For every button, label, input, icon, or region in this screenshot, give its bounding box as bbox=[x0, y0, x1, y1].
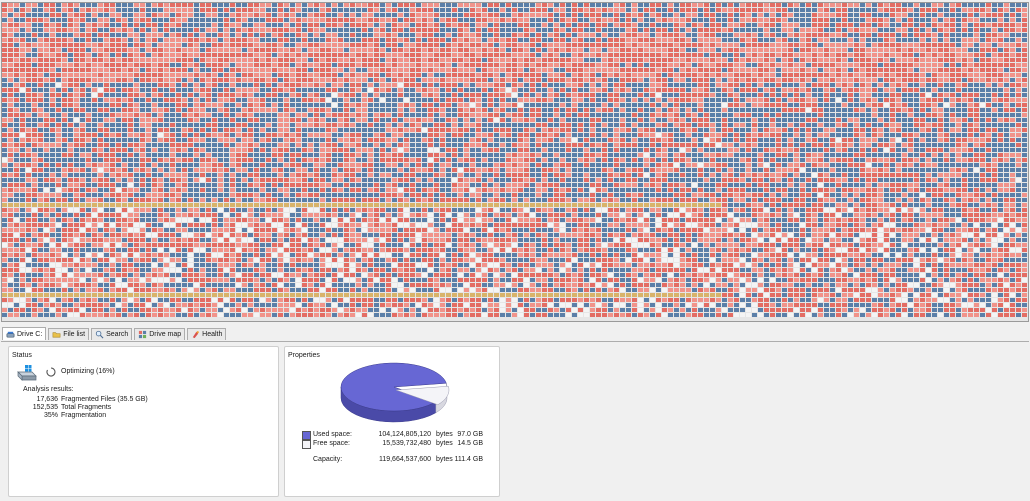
free-space-swatch bbox=[302, 440, 311, 449]
tab-drive-c[interactable]: Drive C: bbox=[2, 327, 47, 340]
free-space-pie-slice bbox=[395, 385, 450, 405]
tab-search[interactable]: Search bbox=[91, 328, 133, 340]
disk-usage-pie-chart bbox=[340, 362, 450, 423]
used-space-unit: bytes bbox=[436, 431, 453, 438]
capacity-label: Capacity: bbox=[313, 456, 343, 463]
properties-title: Properties bbox=[288, 352, 320, 359]
fragmentation-label: Fragmentation bbox=[61, 412, 107, 419]
magnifier-icon bbox=[95, 330, 104, 339]
health-icon bbox=[192, 331, 199, 339]
total-fragments-count: 152,535 bbox=[32, 404, 58, 411]
tab-file-list[interactable]: File list bbox=[48, 328, 90, 340]
properties-group: Properties Used space: 104,124,805,120 b… bbox=[284, 346, 500, 497]
drive-cluster-map[interactable] bbox=[1, 2, 1029, 322]
total-fragments-label: Total Fragments bbox=[61, 404, 112, 411]
tab-label: Search bbox=[106, 331, 129, 338]
status-title: Status bbox=[12, 352, 32, 359]
folder-icon bbox=[52, 332, 61, 338]
status-group: Status Optimizing (16%) Analysis results… bbox=[8, 346, 279, 497]
free-space-gb: 14.5 GB bbox=[457, 440, 483, 447]
used-space-bytes: 104,124,805,120 bbox=[378, 431, 431, 438]
tab-health[interactable]: Health bbox=[187, 328, 227, 340]
used-space-pie-slice bbox=[340, 362, 447, 412]
analysis-results-label: Analysis results: bbox=[23, 386, 74, 393]
capacity-gb: 111.4 GB bbox=[454, 456, 483, 463]
tab-bar: Drive C: File list Search Drive map Heal… bbox=[2, 327, 227, 341]
drive-icon bbox=[6, 331, 15, 338]
drive-map-icon bbox=[139, 330, 147, 339]
used-space-swatch bbox=[302, 431, 311, 440]
tab-label: Drive C: bbox=[17, 330, 43, 338]
capacity-bytes: 119,664,537,600 bbox=[378, 456, 431, 463]
cluster-map-canvas[interactable] bbox=[2, 3, 1028, 321]
free-space-bytes: 15,539,732,480 bbox=[382, 440, 431, 447]
hard-drive-icon bbox=[17, 365, 37, 381]
free-space-unit: bytes bbox=[436, 440, 453, 447]
used-space-gb: 97.0 GB bbox=[457, 431, 483, 438]
tab-label: Drive map bbox=[149, 331, 182, 338]
tab-label: File list bbox=[63, 331, 86, 338]
drive-panel: Status Optimizing (16%) Analysis results… bbox=[1, 341, 1029, 501]
fragmented-files-label: Fragmented Files (35.5 GB) bbox=[61, 396, 148, 403]
used-space-label: Used space: bbox=[313, 431, 352, 438]
tab-label: Health bbox=[202, 331, 223, 338]
spinner-icon bbox=[46, 367, 56, 377]
tab-drive-map[interactable]: Drive map bbox=[134, 328, 186, 340]
fragmented-files-count: 17,636 bbox=[36, 396, 58, 403]
optimizing-status: Optimizing (16%) bbox=[61, 368, 115, 375]
fragmentation-percent: 35% bbox=[43, 412, 58, 419]
capacity-unit: bytes bbox=[436, 456, 453, 463]
free-space-label: Free space: bbox=[313, 440, 350, 447]
